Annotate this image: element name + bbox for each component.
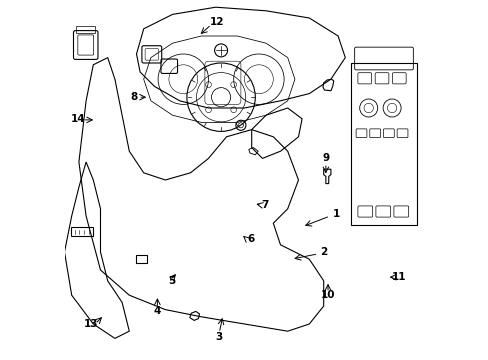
Text: 8: 8	[130, 92, 137, 102]
Text: 13: 13	[84, 319, 98, 329]
Text: 14: 14	[71, 114, 85, 124]
Text: 12: 12	[210, 17, 224, 27]
Text: 2: 2	[320, 247, 326, 257]
Text: 1: 1	[332, 209, 339, 219]
Text: 11: 11	[391, 272, 406, 282]
Text: 10: 10	[320, 290, 335, 300]
Text: 7: 7	[261, 200, 268, 210]
Text: 3: 3	[215, 332, 223, 342]
Text: 6: 6	[247, 234, 254, 244]
Text: 4: 4	[153, 306, 161, 316]
Text: 5: 5	[168, 276, 175, 286]
Text: 9: 9	[322, 153, 329, 163]
